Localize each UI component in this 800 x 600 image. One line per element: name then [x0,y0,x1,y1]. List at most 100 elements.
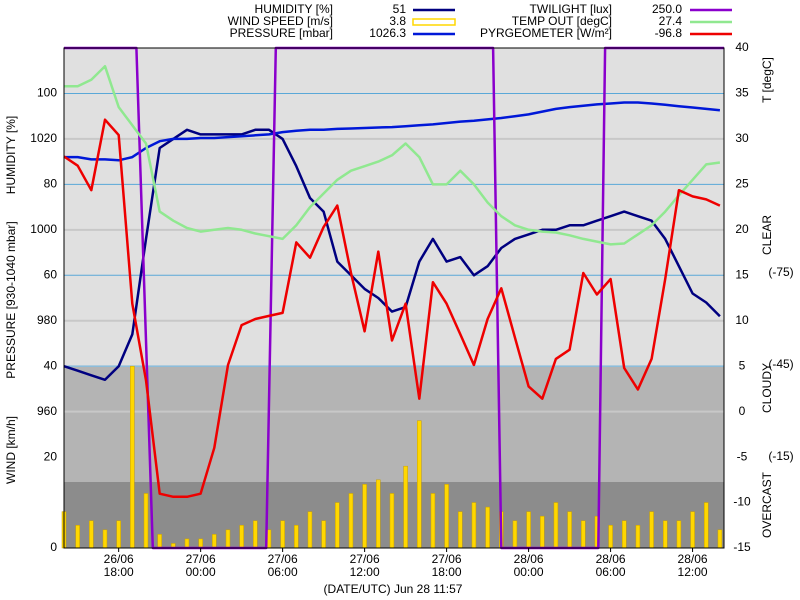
legend-label: WIND SPEED [m/s] [228,14,333,28]
x-tick-label: 27/06 [186,552,216,566]
wind-tick-label: 0 [50,540,57,554]
wind-bar [403,465,408,549]
temp-tick-label: 10 [735,313,749,327]
wind-bar [294,525,299,549]
wind-tick-label: 20 [44,449,58,463]
x-tick-label: 27/06 [268,552,298,566]
wind-bar [157,534,162,549]
legend-value: 3.8 [389,14,406,28]
temp-tick-label: 20 [735,222,749,236]
wind-bar [553,502,559,549]
wind-bar [198,538,203,549]
humidity-tick-label: 40 [44,358,58,372]
legend-value: 27.4 [659,14,683,28]
wind-bar [485,506,490,549]
wind-bar [184,538,190,549]
wind-bar [540,515,545,549]
wind-bar [239,525,244,549]
wind-bar [430,493,436,549]
wind-axis-label: WIND [km/h] [4,416,18,484]
wind-bar [417,420,422,549]
wind-bar [608,525,613,549]
sky-label: CLOUDY [760,363,774,413]
humidity-tick-label: 100 [37,86,57,100]
wind-bar [567,511,572,549]
legend-value: -96.8 [655,26,683,40]
pressure-tick-label: 1000 [30,222,57,236]
temp-tick-label: 40 [735,40,749,54]
x-tick-label: 06:00 [596,565,626,579]
legend-value: 1026.3 [369,26,406,40]
x-axis-label: (DATE/UTC) Jun 28 11:57 [324,582,463,596]
wind-bar [225,529,231,549]
temp-tick-label: -5 [737,449,748,463]
wind-bar [102,529,108,549]
x-tick-label: 00:00 [186,565,216,579]
clear-zone [64,48,724,367]
legend-value: 250.0 [652,2,682,16]
temp-tick-label: 25 [735,177,749,191]
legend-swatch [412,18,456,26]
x-tick-label: 06:00 [268,565,298,579]
temp-tick-label: 35 [735,86,749,100]
x-tick-label: 00:00 [514,565,544,579]
x-tick-label: 12:00 [350,565,380,579]
humidity-tick-label: 60 [44,267,58,281]
wind-bar [75,525,80,549]
wind-bar [348,493,354,549]
pyrg-tick-label: (-75) [768,265,793,279]
x-tick-label: 27/06 [350,552,380,566]
wind-bar [662,520,668,549]
x-tick-label: 28/06 [596,552,626,566]
pyrg-tick-label: (-45) [768,357,793,371]
humidity-axis-label: HUMIDITY [%] [4,116,18,194]
wind-bar [362,484,367,549]
legend-value: 51 [393,2,407,16]
wind-bar [253,520,258,549]
wind-bar [621,520,627,549]
wind-bar [703,502,709,549]
legend-label: TEMP OUT [degC] [512,14,612,28]
temp-tick-label: 5 [739,358,746,372]
series-line [64,101,721,162]
temp-axis-label: T [degC] [760,57,774,103]
wind-bar [335,502,340,549]
x-tick-label: 18:00 [104,565,134,579]
pressure-tick-label: 980 [37,313,57,327]
wind-bar [116,520,121,549]
pressure-tick-label: 1020 [30,131,57,145]
wind-bar [321,520,326,549]
humidity-tick-label: 80 [44,177,58,191]
sky-label: OVERCAST [760,471,774,538]
pyrg-tick-label: (-15) [768,449,793,463]
x-tick-label: 28/06 [514,552,544,566]
sky-label: CLEAR [760,215,774,255]
wind-bar [581,520,586,549]
x-tick-label: 28/06 [678,552,708,566]
wind-bar [89,520,94,549]
wind-bar [635,525,641,549]
x-tick-label: 18:00 [432,565,462,579]
wind-bar [376,479,381,549]
wind-bar [717,529,723,549]
legend-label: TWILIGHT [lux] [530,2,612,16]
temp-tick-label: 30 [735,131,749,145]
legend-label: PRESSURE [mbar] [230,26,333,40]
x-tick-label: 27/06 [432,552,462,566]
x-tick-label: 12:00 [678,565,708,579]
temp-tick-label: 15 [735,267,749,281]
plot-frame [63,47,725,549]
wind-bar [690,511,695,549]
pressure-tick-label: 960 [37,404,57,418]
wind-bar [649,511,654,549]
wind-bar [389,493,395,549]
temp-tick-label: -10 [733,495,751,509]
temp-tick-label: 0 [739,404,746,418]
legend-label: HUMIDITY [%] [255,2,333,16]
wind-bar [444,484,449,549]
wind-bar [526,511,531,549]
series-line [63,118,721,499]
wind-bar [143,493,149,549]
wind-bar [307,511,313,549]
